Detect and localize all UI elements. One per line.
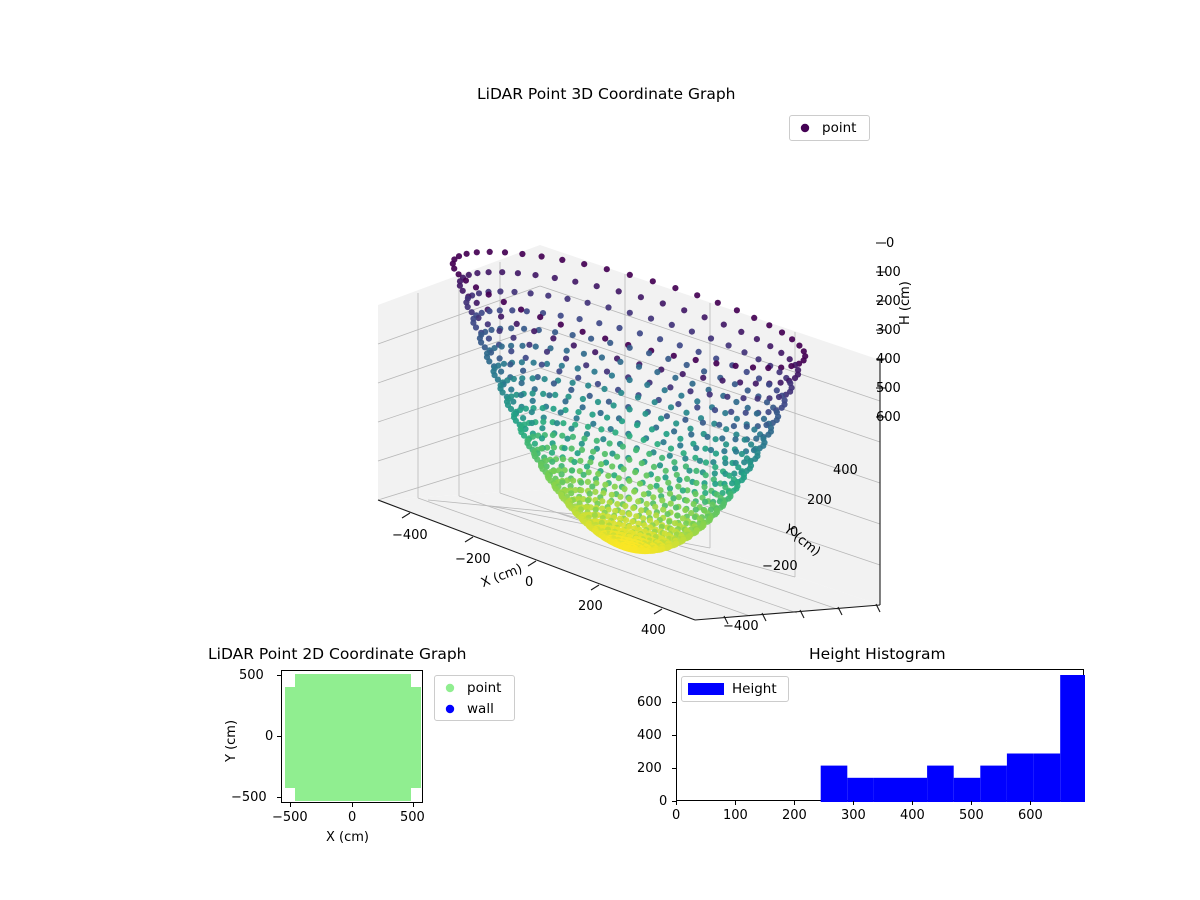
plot3d-zlabel: H (cm)	[898, 281, 913, 325]
hist-xtickmark-2	[794, 801, 795, 805]
plot3d-ztick-0: 0	[886, 236, 895, 251]
plot3d-ztick-2: 200	[876, 294, 901, 309]
plot3d-ytick-2: 0	[790, 525, 799, 540]
plot3d-ztick-3: 300	[876, 323, 901, 338]
plot3d-axes	[300, 150, 920, 625]
hist-xtick-0: 0	[672, 808, 681, 823]
plot2d-point-cloud	[285, 674, 421, 801]
plot3d-point-cloud	[449, 248, 809, 555]
plot3d-legend[interactable]: point	[789, 115, 870, 141]
legend-item-point: point	[790, 116, 869, 140]
plot3d-ztick-4: 400	[876, 352, 901, 367]
hist-xtickmark-3	[853, 801, 854, 805]
plot2d-canvas	[285, 674, 421, 801]
wall-marker-icon	[435, 702, 465, 716]
plot2d-ytick-0: 0	[265, 729, 274, 744]
legend-label-point: point	[822, 120, 857, 136]
plot2d-xtickmark-0	[290, 803, 291, 807]
hist-xtickmark-6	[1030, 801, 1031, 805]
hist-ytickmark-3	[672, 702, 676, 703]
plot3d-ztick-5: 500	[876, 381, 901, 396]
histogram-bars	[820, 675, 1085, 802]
legend-label-wall: wall	[467, 700, 494, 717]
plot3d-gridlines	[377, 262, 881, 617]
plot3d-x-ticks	[401, 512, 663, 615]
plot3d-title: LiDAR Point 3D Coordinate Graph	[477, 85, 736, 103]
hist-xtick-400: 400	[900, 808, 925, 823]
plot2d-xtick-500: 500	[400, 810, 425, 825]
plot3d-ytick-0: −400	[723, 619, 759, 634]
plot3d-xtick-3: 200	[578, 599, 603, 614]
plot3d-ytick-1: −200	[762, 559, 798, 574]
legend-label-height: Height	[732, 681, 777, 697]
point-marker-icon	[790, 121, 820, 135]
legend-item-height: Height	[682, 677, 788, 701]
plot3d-ztick-6: 600	[876, 410, 901, 425]
hist-xtickmark-4	[912, 801, 913, 805]
legend-label-point: point	[467, 679, 502, 696]
hist-xtickmark-0	[676, 801, 677, 805]
histogram-title: Height Histogram	[809, 645, 946, 663]
plot2d-ytickmark-0	[277, 675, 281, 676]
legend-item-point: point	[435, 677, 514, 698]
legend-item-wall: wall	[435, 698, 514, 719]
plot3d-xtick-0: −400	[392, 528, 428, 543]
histogram-legend[interactable]: Height	[681, 676, 789, 702]
hist-xtick-200: 200	[782, 808, 807, 823]
plot2d-ytickmark-1	[277, 736, 281, 737]
height-bar-icon	[682, 682, 730, 696]
hist-xtickmark-5	[971, 801, 972, 805]
plot2d-ylabel: Y (cm)	[224, 719, 239, 762]
plot3d-xtick-1: −200	[455, 552, 491, 567]
plot2d-xtickmark-2	[413, 803, 414, 807]
plot2d-ytick-neg500: −500	[231, 790, 267, 805]
plot2d-axes	[281, 670, 423, 803]
plot2d-xtickmark-1	[352, 803, 353, 807]
hist-xtick-500: 500	[959, 808, 984, 823]
hist-xtick-100: 100	[723, 808, 748, 823]
plot3d-ztick-1: 100	[876, 265, 901, 280]
hist-xtickmark-1	[735, 801, 736, 805]
plot2d-xlabel: X (cm)	[326, 830, 369, 845]
plot3d-xtick-4: 400	[641, 623, 666, 638]
hist-ytick-200: 200	[637, 761, 662, 776]
plot2d-ytick-500: 500	[239, 668, 264, 683]
plot3d-ytick-3: 200	[807, 493, 832, 508]
hist-ytick-400: 400	[637, 728, 662, 743]
plot3d-z-ticks	[876, 242, 886, 418]
hist-ytick-0: 0	[659, 794, 668, 809]
plot3d-spines	[377, 360, 881, 621]
hist-xtick-600: 600	[1018, 808, 1043, 823]
plot2d-xtick-0: 0	[348, 810, 357, 825]
point-marker-icon	[435, 681, 465, 695]
plot2d-legend[interactable]: point wall	[434, 675, 515, 721]
plot3d-xtick-2: 0	[525, 575, 534, 590]
hist-ytick-600: 600	[637, 695, 662, 710]
hist-xtick-300: 300	[841, 808, 866, 823]
hist-ytickmark-2	[672, 735, 676, 736]
plot3d-ytick-4: 400	[833, 463, 858, 478]
plot3d-y-ticks	[723, 603, 881, 625]
plot3d-canvas	[377, 242, 886, 625]
plot2d-ytickmark-2	[277, 797, 281, 798]
histogram-canvas	[820, 675, 1085, 802]
plot2d-xtick-neg500: −500	[272, 810, 308, 825]
hist-ytickmark-1	[672, 768, 676, 769]
plot2d-title: LiDAR Point 2D Coordinate Graph	[208, 645, 467, 663]
hist-ytickmark-0	[672, 801, 676, 802]
